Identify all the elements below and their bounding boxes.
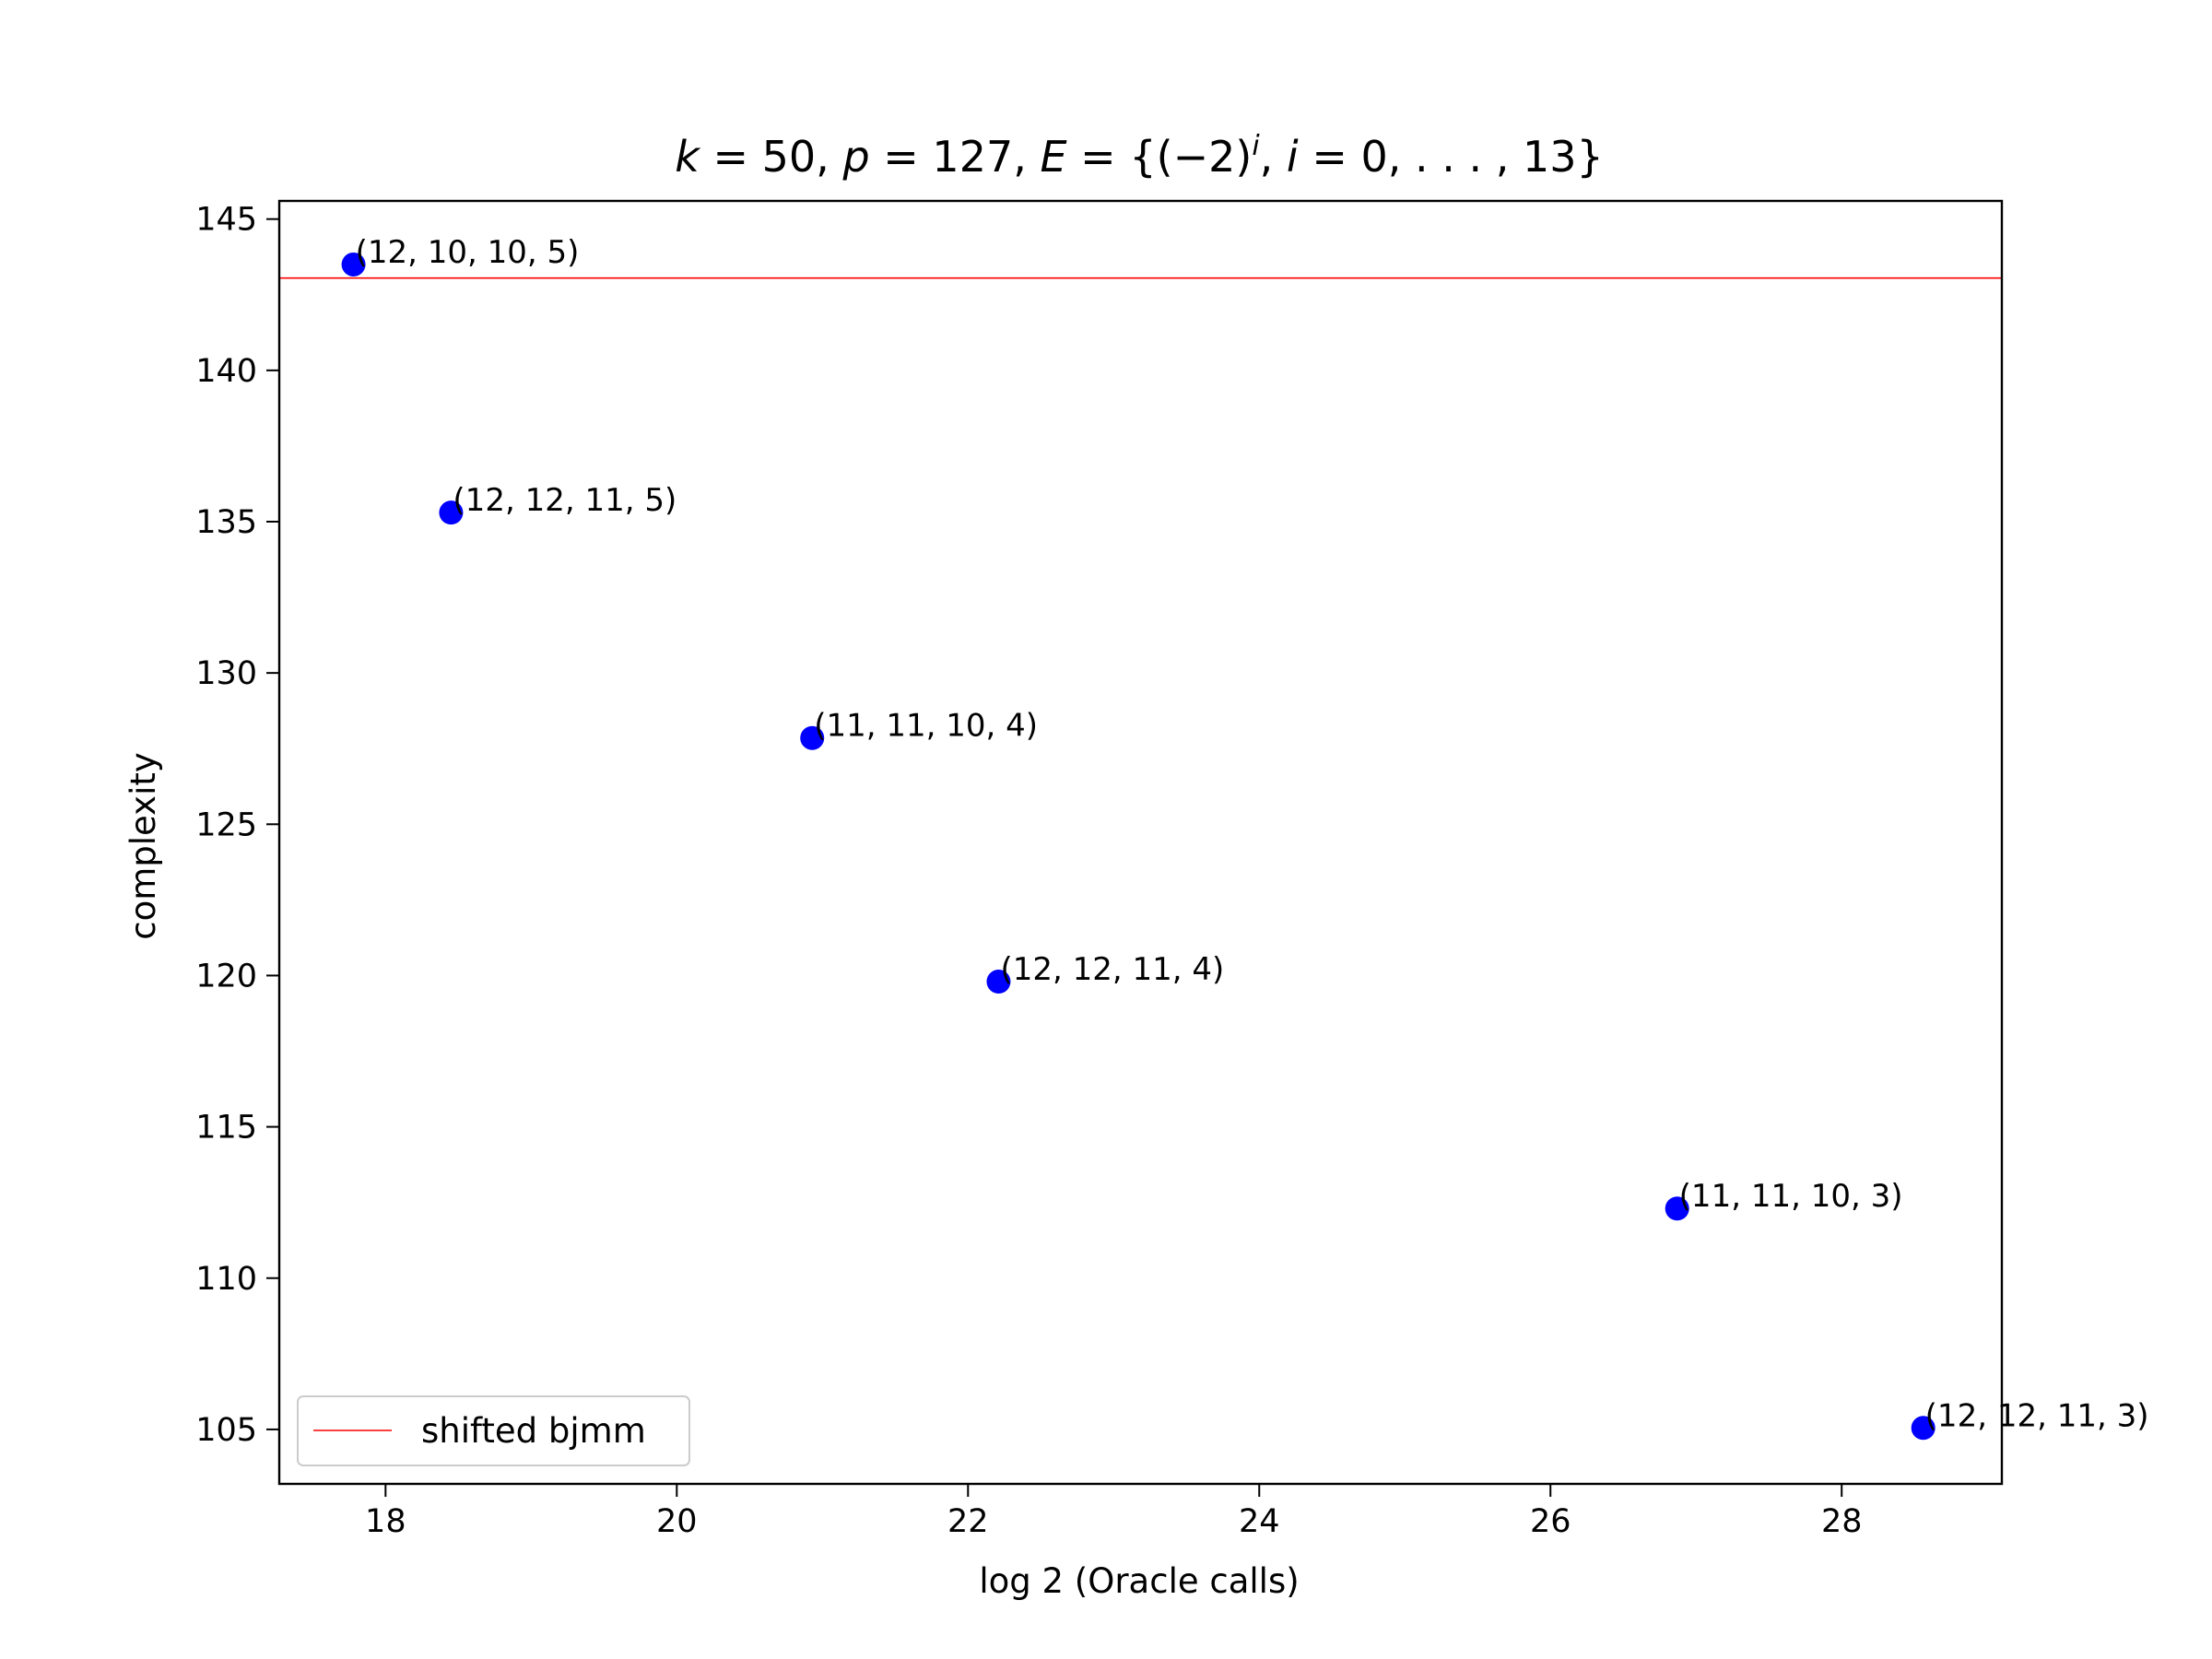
scatter-point: [1911, 1416, 1936, 1441]
x-axis-label: log 2 (Oracle calls): [979, 1561, 1299, 1601]
scatter-point: [341, 252, 366, 276]
point-label: (11, 11, 10, 3): [1679, 1178, 1903, 1215]
y-tick-label: 105: [195, 1412, 257, 1449]
point-label: (11, 11, 10, 4): [814, 708, 1038, 745]
y-axis-label: complexity: [124, 752, 163, 939]
y-tick-label: 140: [195, 353, 257, 390]
legend: shifted bjmm: [297, 1395, 690, 1466]
chart-title: k = 50, p = 127, E = {(−2)i, i = 0, . . …: [675, 130, 1604, 182]
point-label: (12, 12, 11, 4): [1000, 951, 1224, 988]
y-tick-label: 135: [195, 504, 257, 541]
y-tick-label: 115: [195, 1110, 257, 1147]
scatter-point: [986, 970, 1011, 994]
x-tick-label: 22: [947, 1503, 989, 1540]
scatter-point: [800, 725, 825, 750]
y-tick-label: 145: [195, 202, 257, 239]
point-label: (12, 12, 11, 3): [1925, 1397, 2149, 1434]
scatter-point: [1665, 1196, 1689, 1221]
axes-frame: [277, 199, 2004, 1486]
x-tick-label: 20: [656, 1503, 698, 1540]
x-tick-label: 24: [1239, 1503, 1280, 1540]
x-tick-label: 26: [1530, 1503, 1571, 1540]
x-tick-label: 18: [365, 1503, 406, 1540]
axis-ticks: 18 20 22 24 26 28 105 110 115 120 125 130 135 140 145: [195, 202, 1862, 1540]
plot-area: [277, 199, 2004, 1486]
data-points: (12, 10, 10, 5) (12, 12, 11, 5) (11, 11, 1…: [341, 234, 2149, 1441]
y-tick-label: 110: [195, 1261, 257, 1298]
y-tick-label: 125: [195, 806, 257, 843]
y-tick-label: 130: [195, 655, 257, 692]
scatter-point: [439, 500, 464, 525]
legend-entry-label: shifted bjmm: [421, 1411, 646, 1451]
point-label: (12, 12, 11, 5): [453, 482, 677, 519]
x-tick-label: 28: [1821, 1503, 1863, 1540]
legend-box: [297, 1395, 690, 1466]
y-tick-label: 120: [195, 958, 257, 994]
point-label: (12, 10, 10, 5): [356, 234, 580, 271]
